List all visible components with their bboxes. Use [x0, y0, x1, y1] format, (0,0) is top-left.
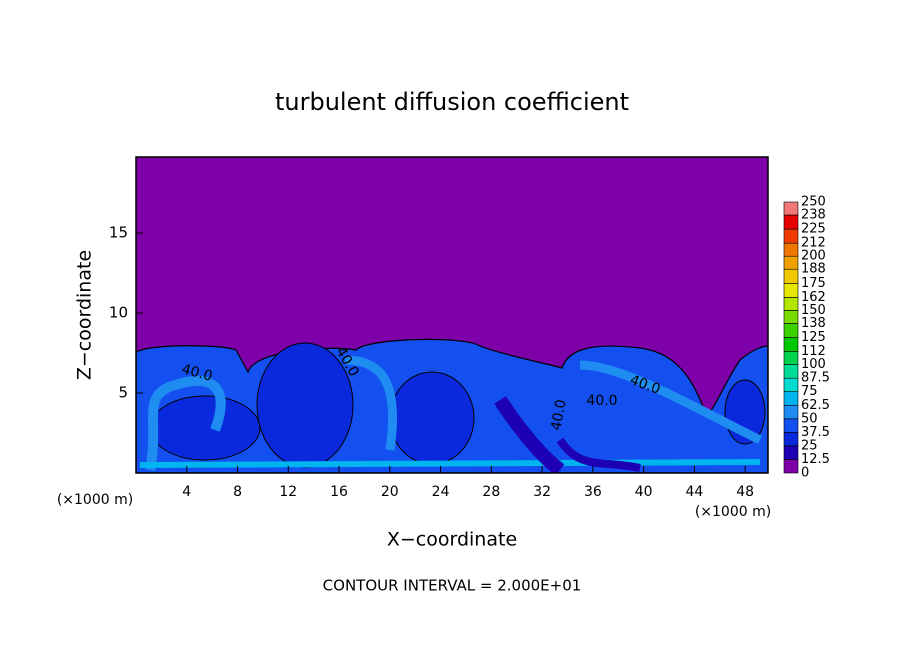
colorbar-bin [783, 297, 799, 311]
colorbar-bin [783, 404, 799, 420]
colorbar-label: 50 [801, 411, 818, 426]
colorbar-label: 112 [801, 344, 826, 359]
y-tick-label: 15 [109, 224, 128, 242]
colorbar-label: 225 [801, 222, 826, 237]
colorbar-bin [783, 418, 799, 433]
colorbar-label: 212 [801, 236, 826, 251]
colorbar-label: 87.5 [801, 371, 830, 386]
x-tick-label: 48 [736, 484, 754, 500]
colorbar-bin [783, 282, 799, 298]
colorbar-bin [783, 310, 799, 324]
y-tick-label: 10 [109, 304, 128, 322]
x-tick-label: 28 [482, 484, 500, 500]
x-unit-label: (×1000 m) [57, 492, 133, 508]
footer-note: CONTOUR INTERVAL = 2.000E+01 [323, 577, 582, 595]
colorbar-bin [783, 377, 799, 392]
colorbar-label: 150 [801, 303, 826, 318]
x-tick-label: 24 [432, 484, 450, 500]
colorbar-label: 250 [801, 195, 826, 210]
colorbar-bin [783, 351, 799, 365]
field [136, 157, 768, 473]
colorbar-bin [783, 432, 799, 447]
colorbar-label: 188 [801, 262, 826, 277]
colorbar-bin [783, 255, 799, 270]
x-tick-label: 4 [182, 484, 191, 500]
colorbar-bin [783, 391, 799, 406]
colorbar-label: 0 [801, 466, 809, 481]
plot-frame [135, 156, 769, 474]
colorbar-bin [783, 228, 799, 244]
colorbar-bin [783, 268, 799, 284]
colorbar-label: 100 [801, 357, 826, 372]
x-tick-label: 8 [233, 484, 242, 500]
y-tick-label: 5 [118, 384, 128, 402]
contour-label: 40.0 [586, 393, 617, 409]
x-axis-label: X−coordinate [387, 529, 517, 551]
colorbar-label: 162 [801, 290, 826, 305]
colorbar-label: 200 [801, 249, 826, 264]
contour-label: 40.0 [548, 398, 569, 431]
colorbar-bin [783, 214, 799, 230]
colorbar-bin [783, 459, 799, 474]
x-tick-label: 36 [584, 484, 602, 500]
colorbar-label: 62.5 [801, 398, 830, 413]
x-tick-label: 16 [330, 484, 348, 500]
y-axis-label: Z−coordinate [74, 250, 96, 380]
x-tick-label: 20 [381, 484, 399, 500]
colorbar-bin [783, 242, 799, 257]
colorbar-label: 175 [801, 276, 826, 291]
colorbar-bin [783, 201, 799, 216]
colorbar-label: 12.5 [801, 452, 830, 467]
colorbar-label: 37.5 [801, 425, 830, 440]
colorbar-bin [783, 445, 799, 460]
chart-title: turbulent diffusion coefficient [275, 88, 629, 116]
colorbar-label: 75 [801, 384, 818, 399]
colorbar-bin [783, 323, 799, 338]
colorbar-label: 138 [801, 316, 826, 331]
x-tick-label: 12 [279, 484, 297, 500]
colorbar-label: 238 [801, 208, 826, 223]
x-tick-label: 40 [635, 484, 653, 500]
x-unit-label: (×1000 m) [695, 504, 771, 520]
colorbar-bin [783, 364, 799, 379]
contour-label: 40.0 [180, 361, 214, 385]
x-tick-label: 44 [685, 484, 703, 500]
colorbar-label: 25 [801, 438, 818, 453]
x-tick-label: 32 [533, 484, 551, 500]
colorbar-label: 125 [801, 330, 826, 345]
colorbar-bin [783, 337, 799, 352]
